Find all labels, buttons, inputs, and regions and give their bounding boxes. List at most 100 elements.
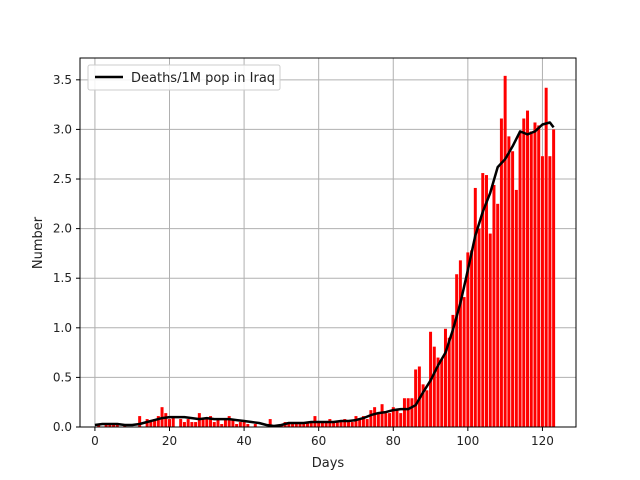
bar [548, 156, 552, 428]
bar [391, 407, 395, 427]
bar [402, 398, 406, 427]
bar [235, 424, 239, 427]
x-tick-label: 80 [386, 434, 401, 448]
bar [309, 422, 313, 427]
bar [384, 413, 388, 427]
y-axis-label: Number [31, 216, 46, 269]
bar [455, 274, 459, 427]
bar [365, 419, 369, 427]
bar [380, 404, 384, 427]
bar [503, 75, 507, 428]
line-series-group [94, 121, 555, 428]
bar [268, 419, 272, 427]
bar [164, 413, 168, 427]
bar [432, 346, 436, 427]
bar [481, 173, 485, 427]
bar [156, 416, 160, 427]
bar [470, 250, 474, 427]
bar [182, 422, 186, 427]
bar [376, 413, 380, 427]
x-axis-label: Days [312, 456, 345, 471]
bar [425, 390, 429, 427]
bar [447, 337, 451, 427]
bar [112, 424, 116, 427]
bar [395, 410, 399, 427]
bar [414, 369, 418, 427]
bar [421, 384, 425, 427]
x-tick-label: 120 [531, 434, 554, 448]
bar [477, 228, 481, 427]
legend-box [87, 64, 281, 91]
bar [220, 424, 224, 427]
bar [354, 416, 358, 427]
bar [168, 419, 171, 427]
bar [485, 175, 488, 427]
plot-frame [79, 57, 577, 428]
line-series [94, 121, 555, 428]
bar [529, 131, 533, 427]
y-tick-label: 0.0 [53, 420, 72, 434]
y-tick-label: 1.5 [53, 271, 72, 285]
bar [238, 422, 242, 427]
bar [179, 419, 183, 427]
bar [369, 410, 373, 427]
x-tick-label: 20 [162, 434, 177, 448]
bar [373, 407, 377, 427]
bar [246, 424, 250, 427]
y-tick-label: 2.0 [53, 222, 72, 236]
y-axis: 0.0 0.5 1.0 1.5 2.0 2.5 3.0 3.5 [53, 73, 80, 434]
x-tick-label: 100 [456, 434, 479, 448]
bar [302, 422, 306, 427]
bar-series [97, 75, 556, 428]
bar [399, 413, 403, 427]
bar [216, 419, 220, 427]
bar [253, 424, 257, 427]
bar [451, 314, 455, 427]
bar [138, 416, 142, 427]
bar [115, 424, 119, 427]
bar [209, 416, 213, 427]
bar [171, 416, 175, 427]
bar [488, 233, 492, 427]
bar [212, 422, 216, 427]
bar [339, 422, 343, 427]
bar [190, 422, 194, 427]
bar [443, 328, 447, 427]
y-tick-label: 3.5 [53, 73, 72, 87]
bar [320, 422, 324, 427]
bar [462, 297, 466, 427]
bar [335, 422, 339, 427]
bar [324, 422, 328, 427]
bar [361, 416, 365, 427]
bar [305, 422, 309, 427]
bar [108, 424, 112, 427]
bar [223, 419, 227, 427]
bar [458, 260, 462, 427]
bar [358, 419, 362, 427]
bar [507, 136, 511, 427]
bar [492, 184, 496, 427]
bar [227, 416, 231, 427]
bar [533, 122, 537, 428]
bar [317, 422, 321, 427]
bar [350, 422, 354, 427]
bar [294, 422, 298, 427]
x-axis: 0 20 40 60 80 100 120 [91, 427, 554, 448]
bar [473, 187, 477, 427]
bar [347, 422, 351, 427]
legend: Deaths/1M pop in Iraq [87, 64, 281, 91]
x-tick-label: 0 [91, 434, 99, 448]
bar [540, 156, 544, 428]
bar [499, 118, 503, 428]
y-tick-label: 3.0 [53, 122, 72, 136]
bar [298, 422, 302, 427]
bar [410, 398, 414, 427]
x-tick-label: 40 [236, 434, 251, 448]
bar [552, 129, 556, 427]
bar [406, 398, 410, 427]
bar [511, 151, 515, 427]
bar [388, 413, 392, 427]
bar [518, 131, 522, 427]
bar [205, 419, 209, 427]
